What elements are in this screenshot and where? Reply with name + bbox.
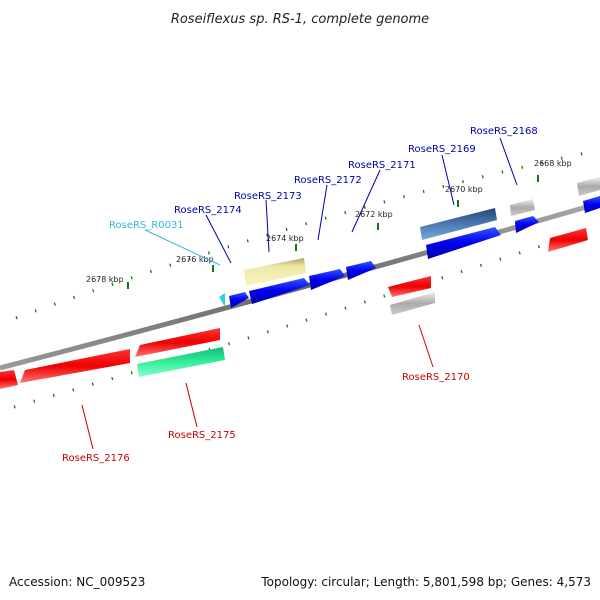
- gene-roseRS_2176[interactable]: [20, 349, 130, 383]
- tick-label: 2674 kbp: [266, 234, 304, 243]
- gene-roseRS_2170[interactable]: [388, 276, 431, 297]
- inner-tick-ring: [13, 228, 591, 409]
- reverse-strand-features: [0, 228, 588, 389]
- tick-label: 2670 kbp: [445, 185, 483, 194]
- gene-edge-grey[interactable]: [577, 177, 600, 196]
- gene-edge-red-right[interactable]: [548, 228, 588, 252]
- gene-label-roseRS_2169[interactable]: RoseRS_2169: [408, 144, 476, 155]
- gene-roseRS_2173[interactable]: [249, 278, 310, 304]
- tick-label: 2678 kbp: [86, 275, 124, 284]
- gene-label-roseRS_2176[interactable]: RoseRS_2176: [62, 453, 130, 464]
- gene-roseRS_2175[interactable]: [135, 328, 220, 357]
- gene-roseRS_2171[interactable]: [346, 261, 376, 280]
- gene-roseRS_2169-product[interactable]: [420, 208, 497, 240]
- gene-label-roseRS_2173[interactable]: RoseRS_2173: [234, 191, 302, 202]
- gene-label-roseRS_r0031[interactable]: RoseRS_R0031: [109, 220, 184, 231]
- gene-label-roseRS_2172[interactable]: RoseRS_2172: [294, 175, 362, 186]
- forward-strand-features: [219, 177, 600, 308]
- accession-text: Accession: NC_009523: [9, 575, 145, 589]
- gene-roseRS_2169[interactable]: [426, 227, 501, 259]
- major-ticks: [127, 175, 539, 289]
- gene-roseRS_r0031[interactable]: [219, 293, 225, 307]
- gene-label-roseRS_2175[interactable]: RoseRS_2175: [168, 430, 236, 441]
- tick-label: 2676 kbp: [176, 255, 214, 264]
- gene-roseRS_2173-product[interactable]: [244, 258, 306, 286]
- tick-label: 2672 kbp: [355, 210, 393, 219]
- gene-edge-blue[interactable]: [583, 196, 600, 213]
- map-title: Roseiflexus sp. RS-1, complete genome: [171, 12, 429, 27]
- gene-roseRS_2172[interactable]: [309, 269, 345, 290]
- tick-label: 2668 kbp: [534, 159, 572, 168]
- gene-label-roseRS_2174[interactable]: RoseRS_2174: [174, 205, 242, 216]
- gene-label-roseRS_2170[interactable]: RoseRS_2170: [402, 372, 470, 383]
- gene-roseRS_2168-product[interactable]: [510, 199, 535, 216]
- genome-summary-text: Topology: circular; Length: 5,801,598 bp…: [260, 575, 591, 589]
- gene-label-roseRS_2171[interactable]: RoseRS_2171: [348, 160, 416, 171]
- gene-label-roseRS_2168[interactable]: RoseRS_2168: [470, 126, 538, 137]
- gene-roseRS_2175-product[interactable]: [137, 347, 225, 377]
- gene-roseRS_2170-product[interactable]: [390, 292, 435, 315]
- leader-lines: [81, 137, 518, 450]
- gene-roseRS_2168[interactable]: [515, 216, 539, 233]
- gene-edge-red-left[interactable]: [0, 370, 18, 389]
- gene-roseRS_2174[interactable]: [229, 292, 249, 308]
